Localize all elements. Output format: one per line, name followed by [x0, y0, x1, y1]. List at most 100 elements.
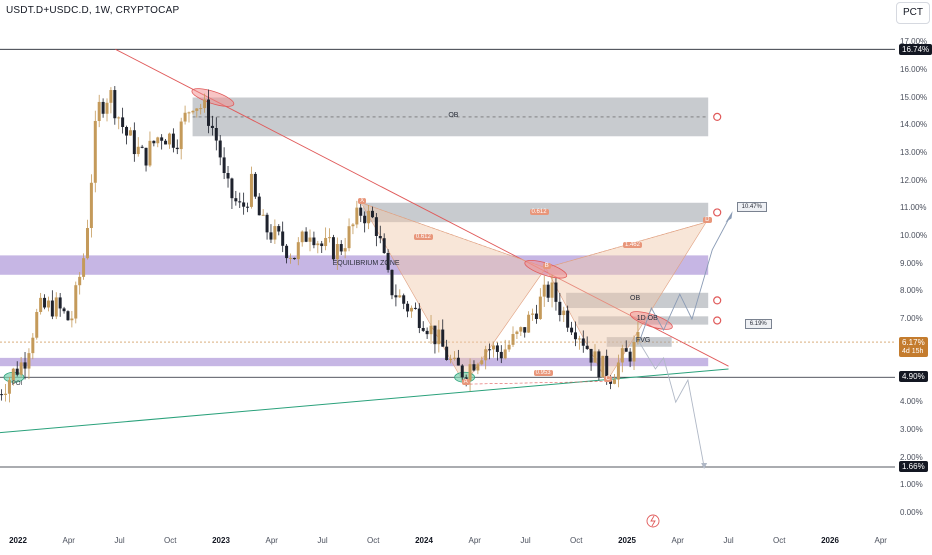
y-tick-label: 16.00% — [900, 64, 928, 74]
x-tick-label: Apr — [265, 536, 278, 545]
candle-body — [370, 210, 374, 218]
candle-body — [328, 237, 332, 239]
candle-body — [628, 351, 632, 362]
candle-body — [472, 364, 476, 371]
x-tick-label: Jul — [317, 536, 328, 545]
candle-body — [164, 140, 168, 145]
candle-body — [573, 332, 577, 340]
x-tick-label: Oct — [367, 536, 380, 545]
candle-body — [367, 210, 371, 224]
candle-body — [480, 360, 484, 365]
candle-body — [101, 101, 105, 114]
x-tick-label: Oct — [773, 536, 786, 545]
bullish-projection — [638, 219, 729, 343]
candle-body — [347, 226, 351, 249]
candle-body — [39, 297, 43, 312]
candle-body — [246, 206, 250, 208]
candle-body — [288, 257, 292, 259]
candle-body — [97, 101, 101, 121]
candle-body — [581, 338, 585, 346]
support-level-label: 4.90% — [899, 371, 928, 382]
candle-body — [390, 269, 394, 296]
candle-body — [413, 307, 417, 309]
top-ellipse — [191, 88, 235, 107]
y-tick-label: 14.00% — [900, 120, 928, 130]
candle-body — [66, 311, 70, 321]
candle-body — [402, 295, 406, 304]
zone-label: FVG — [635, 336, 651, 344]
candle-body — [441, 329, 445, 347]
percent-scale-button[interactable]: PCT — [896, 2, 930, 24]
x-tick-label: Apr — [671, 536, 684, 545]
x-tick-label: Jul — [723, 536, 734, 545]
candle-body — [550, 282, 554, 298]
candle-body — [46, 300, 50, 308]
candle-body — [210, 125, 214, 128]
candle-body — [308, 237, 312, 242]
y-tick-label: 8.00% — [900, 286, 923, 296]
candle-body — [253, 173, 257, 197]
candle-body — [136, 146, 140, 155]
y-tick-label: 10.00% — [900, 231, 928, 240]
pattern-ratio-label: 0.953 — [533, 369, 553, 376]
candle-body — [386, 252, 390, 270]
lightning-glyph — [650, 515, 656, 527]
candle-body — [82, 258, 86, 277]
candle-body — [179, 121, 183, 150]
y-tick-label: 2.00% — [900, 452, 923, 462]
candle-body — [15, 368, 19, 375]
candle-body — [355, 207, 359, 225]
candle-body — [132, 130, 136, 155]
target-callout: 6.19% — [744, 318, 772, 329]
candle-body — [577, 338, 581, 340]
candle-body — [207, 99, 211, 126]
candle-body — [620, 348, 624, 363]
pattern-xab — [360, 202, 547, 385]
y-tick-label: 12.00% — [900, 175, 928, 185]
candle-body — [35, 311, 39, 338]
candle-body — [601, 355, 605, 378]
candle-body — [222, 157, 226, 174]
pattern-xb — [360, 202, 546, 269]
candle-body — [242, 202, 246, 207]
candle-body — [429, 325, 433, 335]
candle-body — [4, 393, 8, 395]
refresh-icon — [713, 316, 722, 325]
candle-body — [503, 349, 507, 359]
candle-body — [558, 301, 562, 316]
zone-6 — [0, 357, 709, 367]
pattern-point-label: C — [603, 376, 613, 383]
zone-3 — [566, 292, 709, 309]
candle-body — [519, 327, 523, 332]
candle-body — [613, 379, 617, 384]
candle-body — [156, 137, 160, 144]
y-tick-label: 4.00% — [900, 397, 923, 407]
y-tick-label: 0.00% — [900, 508, 923, 517]
candle-body — [546, 284, 550, 298]
candle-body — [343, 248, 347, 252]
candle-body — [226, 173, 230, 179]
y-tick-label: 13.00% — [900, 147, 928, 157]
y-tick-label: 17.00% — [900, 37, 928, 47]
candle-body — [616, 362, 620, 380]
y-tick-label: 9.00% — [900, 258, 923, 268]
pattern-point-label: B — [542, 262, 551, 269]
candle-body — [570, 327, 574, 333]
refresh-icon — [713, 112, 722, 121]
candle-body — [144, 147, 148, 166]
candle-body — [312, 237, 316, 246]
candle-body — [152, 140, 156, 144]
candle-body — [85, 228, 89, 259]
y-tick-label: 11.00% — [900, 203, 927, 213]
candle-body — [93, 120, 97, 183]
candle-body — [125, 127, 129, 136]
high-level-label: 16.74% — [899, 44, 932, 55]
candle-body — [117, 117, 121, 119]
candle-body — [359, 207, 363, 216]
candle-body — [89, 182, 93, 229]
candle-body — [265, 214, 269, 233]
candle-body — [452, 357, 456, 359]
x-tick-label: Oct — [570, 536, 583, 545]
